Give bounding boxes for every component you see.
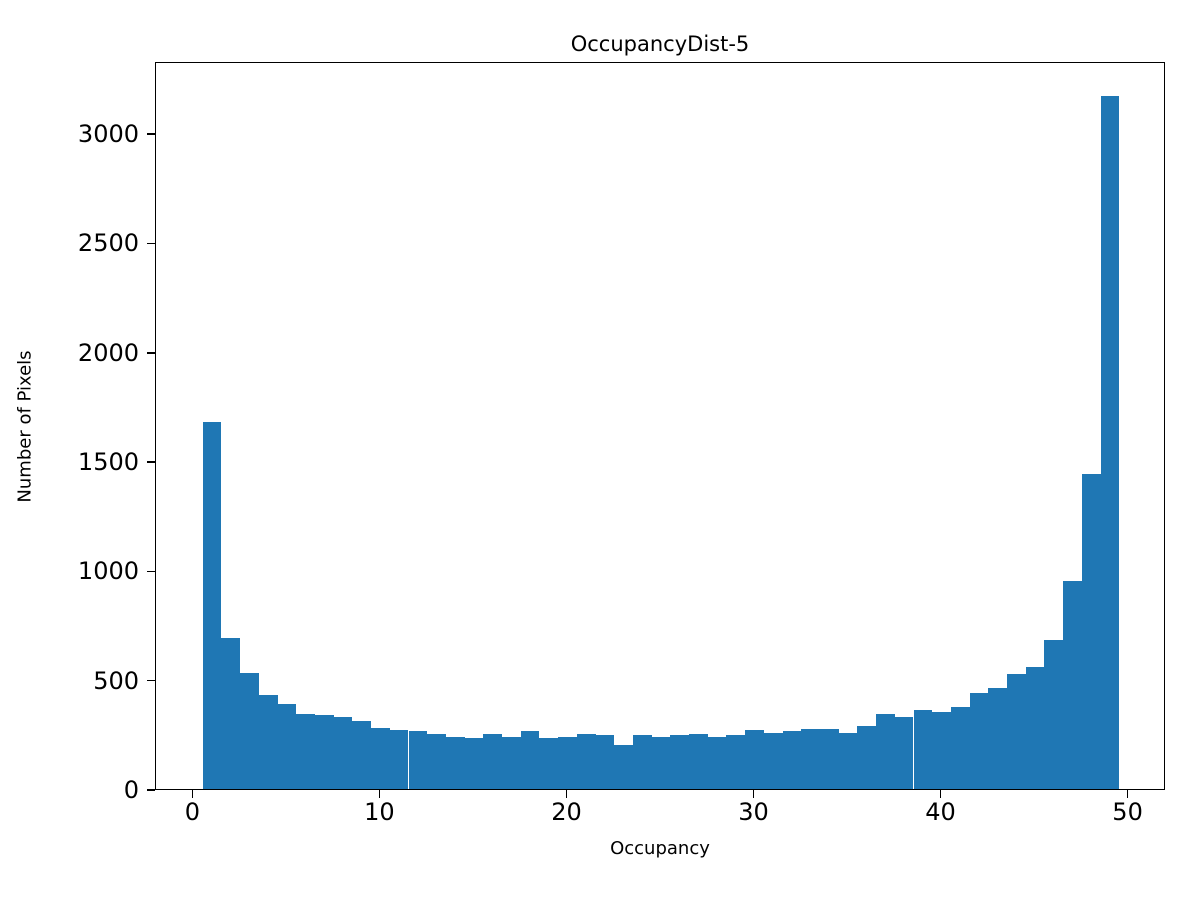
- chart-title: OccupancyDist-5: [570, 32, 750, 56]
- histogram-bar: [1100, 95, 1120, 789]
- histogram-bar: [258, 695, 278, 789]
- histogram-bar: [371, 727, 390, 789]
- y-tick-mark: [147, 570, 155, 573]
- histogram-bar: [988, 688, 1008, 789]
- y-tick-mark: [147, 461, 155, 463]
- y-tick-label: 500: [93, 666, 139, 695]
- histogram-bar: [1081, 474, 1101, 789]
- x-tick-label: 50: [1112, 798, 1143, 826]
- histogram-bar: [202, 421, 222, 789]
- histogram-bar: [277, 703, 297, 789]
- histogram-bar: [483, 734, 503, 789]
- histogram-bar: [969, 692, 989, 789]
- histogram-bar: [670, 735, 690, 789]
- histogram-bar: [240, 673, 259, 789]
- histogram-bar: [763, 733, 783, 789]
- histogram-bar: [726, 735, 746, 789]
- histogram-bar: [745, 729, 764, 789]
- histogram-bar: [595, 735, 615, 789]
- histogram-bar: [932, 712, 951, 789]
- histogram-bar: [614, 745, 633, 789]
- x-tick-mark: [191, 790, 194, 798]
- histogram-bar: [464, 737, 484, 789]
- y-tick-label: 2500: [77, 229, 139, 258]
- histogram-bar: [894, 716, 914, 789]
- histogram-bar: [389, 729, 409, 789]
- histogram-bar: [333, 716, 353, 789]
- y-tick-mark: [147, 133, 155, 135]
- histogram-bar: [352, 721, 372, 789]
- histogram-bar: [782, 731, 802, 789]
- histogram-bar: [539, 737, 559, 789]
- y-tick-label: 1500: [77, 448, 139, 477]
- histogram-bar: [445, 736, 465, 789]
- histogram-bar: [1063, 581, 1082, 789]
- histogram-bar: [632, 735, 652, 789]
- x-tick-label: 10: [364, 798, 395, 826]
- x-tick-mark: [1126, 790, 1129, 798]
- histogram-bar: [314, 714, 334, 789]
- x-tick-mark: [752, 790, 755, 798]
- x-tick-label: 20: [551, 798, 582, 826]
- histogram-bar: [502, 736, 521, 789]
- y-tick-label: 2000: [77, 338, 139, 367]
- x-tick-mark: [565, 790, 568, 798]
- histogram-bar: [1025, 666, 1045, 789]
- y-tick-label: 1000: [77, 557, 139, 586]
- x-tick-mark: [939, 790, 942, 798]
- y-tick-label: 0: [123, 776, 139, 804]
- histogram-bar: [296, 713, 315, 789]
- y-tick-mark: [147, 352, 155, 354]
- x-tick-label: 40: [925, 798, 956, 826]
- x-tick-mark: [378, 790, 381, 798]
- histogram-bar: [576, 734, 596, 789]
- histogram-bar: [408, 731, 428, 789]
- histogram-bar: [819, 728, 839, 789]
- histogram-bar: [1044, 640, 1064, 789]
- histogram-bar: [913, 710, 933, 789]
- histogram-bar: [1007, 674, 1026, 789]
- x-tick-label: 30: [738, 798, 769, 826]
- histogram-bar: [707, 736, 727, 789]
- x-axis-label: Occupancy: [610, 838, 710, 859]
- histogram-bar: [689, 734, 708, 789]
- y-tick-mark: [147, 242, 155, 245]
- histogram-bar: [838, 733, 858, 789]
- histogram-bar: [651, 736, 671, 789]
- histogram-bar: [801, 728, 820, 789]
- histogram-bar: [427, 734, 446, 789]
- x-tick-label: 0: [184, 798, 201, 826]
- histogram-bar: [558, 736, 577, 789]
- histogram-bar: [876, 713, 895, 789]
- y-tick-label: 3000: [77, 120, 139, 149]
- histogram-bar: [221, 638, 241, 789]
- y-tick-mark: [147, 789, 155, 791]
- y-tick-mark: [147, 679, 155, 682]
- histogram-bar: [857, 725, 877, 789]
- histogram-bar: [520, 731, 540, 789]
- plot-area: [155, 62, 1165, 790]
- histogram-bar: [950, 707, 970, 789]
